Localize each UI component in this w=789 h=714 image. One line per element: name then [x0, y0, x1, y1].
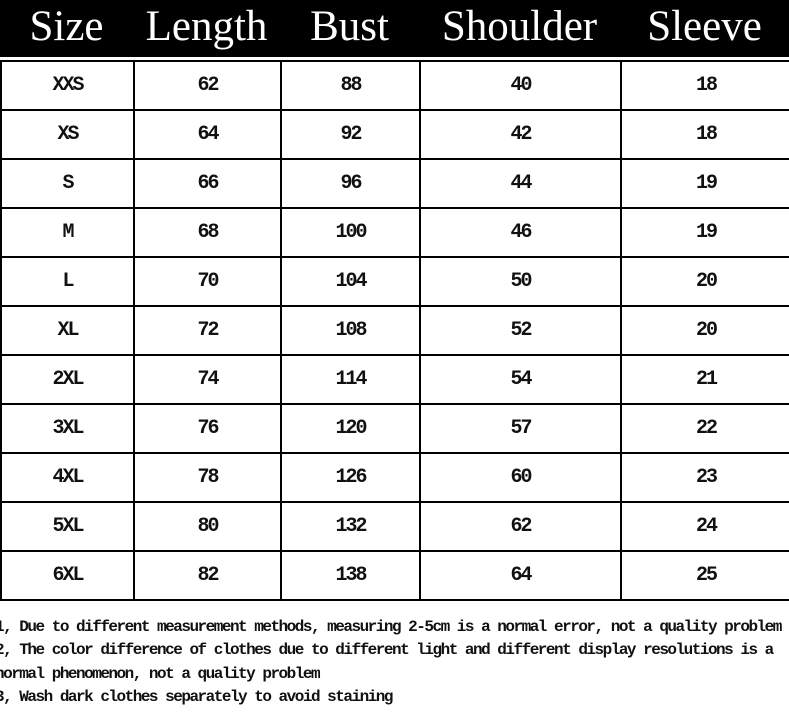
cell-length: 64	[133, 109, 282, 160]
cell-sleeve: 20	[620, 305, 789, 356]
cell-length: 76	[133, 403, 282, 454]
table-row: XL 72 108 52 20	[0, 305, 789, 356]
cell-bust: 96	[280, 158, 421, 209]
cell-length: 78	[133, 452, 282, 503]
cell-size: 3XL	[0, 403, 135, 454]
cell-sleeve: 18	[620, 109, 789, 160]
cell-shoulder: 54	[419, 354, 622, 405]
cell-bust: 100	[280, 207, 421, 258]
cell-sleeve: 23	[620, 452, 789, 503]
table-row: 3XL 76 120 57 22	[0, 403, 789, 454]
cell-sleeve: 24	[620, 501, 789, 552]
cell-length: 66	[133, 158, 282, 209]
table-row: XS 64 92 42 18	[0, 109, 789, 160]
table-row: 2XL 74 114 54 21	[0, 354, 789, 405]
note-line: 3, Wash dark clothes separately to avoid…	[0, 688, 393, 707]
cell-sleeve: 20	[620, 256, 789, 307]
cell-shoulder: 42	[419, 109, 622, 160]
cell-sleeve: 21	[620, 354, 789, 405]
cell-bust: 126	[280, 452, 421, 503]
table-row: L 70 104 50 20	[0, 256, 789, 307]
cell-shoulder: 50	[419, 256, 622, 307]
cell-shoulder: 60	[419, 452, 622, 503]
cell-shoulder: 57	[419, 403, 622, 454]
header-cell-shoulder: Shoulder	[441, 3, 598, 50]
header-cell-size: Size	[29, 3, 104, 50]
care-notes: 1, Due to different measurement methods,…	[0, 616, 789, 710]
cell-shoulder: 44	[419, 158, 622, 209]
cell-sleeve: 25	[620, 550, 789, 601]
cell-shoulder: 62	[419, 501, 622, 552]
table-row: 4XL 78 126 60 23	[0, 452, 789, 503]
cell-sleeve: 18	[620, 60, 789, 111]
cell-shoulder: 40	[419, 60, 622, 111]
cell-sleeve: 22	[620, 403, 789, 454]
cell-bust: 132	[280, 501, 421, 552]
cell-sleeve: 19	[620, 158, 789, 209]
table-header: Size Length Bust Shoulder Sleeve	[0, 0, 789, 57]
header-cell-bust: Bust	[310, 3, 389, 50]
cell-bust: 92	[280, 109, 421, 160]
table-row: 5XL 80 132 62 24	[0, 501, 789, 552]
table-row: S 66 96 44 19	[0, 158, 789, 209]
cell-size: S	[0, 158, 135, 209]
table-row: XXS 62 88 40 18	[0, 60, 789, 111]
cell-length: 80	[133, 501, 282, 552]
header-cell-length: Length	[145, 3, 268, 50]
cell-shoulder: 46	[419, 207, 622, 258]
cell-size: XXS	[0, 60, 135, 111]
cell-size: L	[0, 256, 135, 307]
cell-sleeve: 19	[620, 207, 789, 258]
size-table-body: XXS 62 88 40 18 XS 64 92 42 18 S 66 96 4…	[0, 60, 789, 601]
cell-size: XS	[0, 109, 135, 160]
table-row: 6XL 82 138 64 25	[0, 550, 789, 601]
note-line: 1, Due to different measurement methods,…	[0, 618, 782, 636]
cell-length: 82	[133, 550, 282, 601]
cell-length: 62	[133, 60, 282, 111]
cell-size: XL	[0, 305, 135, 356]
cell-length: 68	[133, 207, 282, 258]
header-cell-sleeve: Sleeve	[647, 3, 762, 50]
cell-shoulder: 52	[419, 305, 622, 356]
table-row: M 68 100 46 19	[0, 207, 789, 258]
cell-size: 5XL	[0, 501, 135, 552]
cell-length: 74	[133, 354, 282, 405]
cell-bust: 114	[280, 354, 421, 405]
cell-bust: 138	[280, 550, 421, 601]
cell-size: 6XL	[0, 550, 135, 601]
cell-bust: 120	[280, 403, 421, 454]
cell-size: 4XL	[0, 452, 135, 503]
cell-bust: 108	[280, 305, 421, 356]
note-line: 2, The color difference of clothes due t…	[0, 641, 774, 660]
note-line: normal phenomenon, not a quality problem	[0, 664, 321, 683]
cell-bust: 88	[280, 60, 421, 111]
size-table: XXS 62 88 40 18 XS 64 92 42 18 S 66 96 4…	[0, 60, 789, 601]
cell-length: 72	[133, 305, 282, 356]
cell-size: 2XL	[0, 354, 135, 405]
cell-length: 70	[133, 256, 282, 307]
cell-shoulder: 64	[419, 550, 622, 601]
cell-bust: 104	[280, 256, 421, 307]
cell-size: M	[0, 207, 135, 258]
